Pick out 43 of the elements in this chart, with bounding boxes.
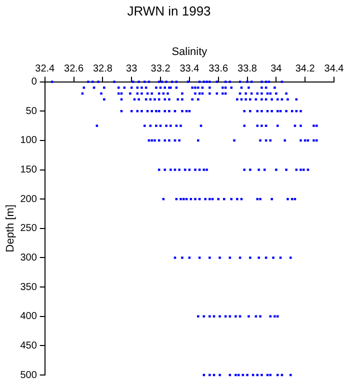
chart-title: JRWN in 1993 bbox=[127, 3, 211, 18]
x-tick-label: 32.8 bbox=[92, 64, 113, 75]
y-tick-label: 350 bbox=[20, 282, 38, 293]
point bbox=[290, 110, 294, 112]
y-tick-label: 50 bbox=[26, 106, 38, 117]
y-tick-label: 150 bbox=[20, 164, 38, 176]
point bbox=[174, 110, 176, 112]
y-tick-label: 0 bbox=[31, 76, 38, 88]
x-tick-label: 33.6 bbox=[208, 64, 229, 75]
x-tick-label: 33.2 bbox=[150, 64, 171, 75]
point bbox=[146, 110, 149, 112]
x-axis-title: Salinity bbox=[172, 46, 208, 58]
point bbox=[176, 98, 180, 101]
x-tick-label: 33.8 bbox=[238, 64, 258, 75]
point bbox=[256, 110, 259, 112]
point bbox=[243, 110, 246, 112]
x-tick-label: 33 bbox=[126, 64, 138, 75]
point bbox=[158, 110, 160, 112]
x-tick-label: 32.6 bbox=[64, 64, 84, 75]
y-axis-title: Depth [m] bbox=[4, 204, 17, 252]
y-tick-label: 300 bbox=[20, 252, 38, 264]
point bbox=[276, 374, 279, 376]
y-tick-label: 250 bbox=[20, 223, 38, 234]
point bbox=[279, 110, 282, 112]
x-tick-label: 32.4 bbox=[35, 64, 56, 75]
y-tick-label: 500 bbox=[20, 370, 38, 381]
point bbox=[295, 110, 298, 112]
point bbox=[276, 98, 279, 101]
x-tick-label: 34.2 bbox=[295, 64, 316, 75]
point bbox=[130, 110, 133, 112]
x-tick-label: 34.4 bbox=[324, 64, 344, 75]
point bbox=[185, 110, 188, 112]
x-tick-label: 34 bbox=[270, 64, 282, 75]
x-tick-label: 33.4 bbox=[180, 64, 200, 75]
point bbox=[136, 110, 139, 112]
point bbox=[276, 110, 279, 112]
y-tick-label: 200 bbox=[20, 194, 38, 205]
y-tick-label: 100 bbox=[20, 135, 38, 146]
point bbox=[188, 110, 191, 112]
y-tick-label: 400 bbox=[20, 311, 38, 322]
point bbox=[266, 110, 269, 112]
y-tick-label: 450 bbox=[20, 340, 38, 352]
point bbox=[120, 110, 123, 112]
